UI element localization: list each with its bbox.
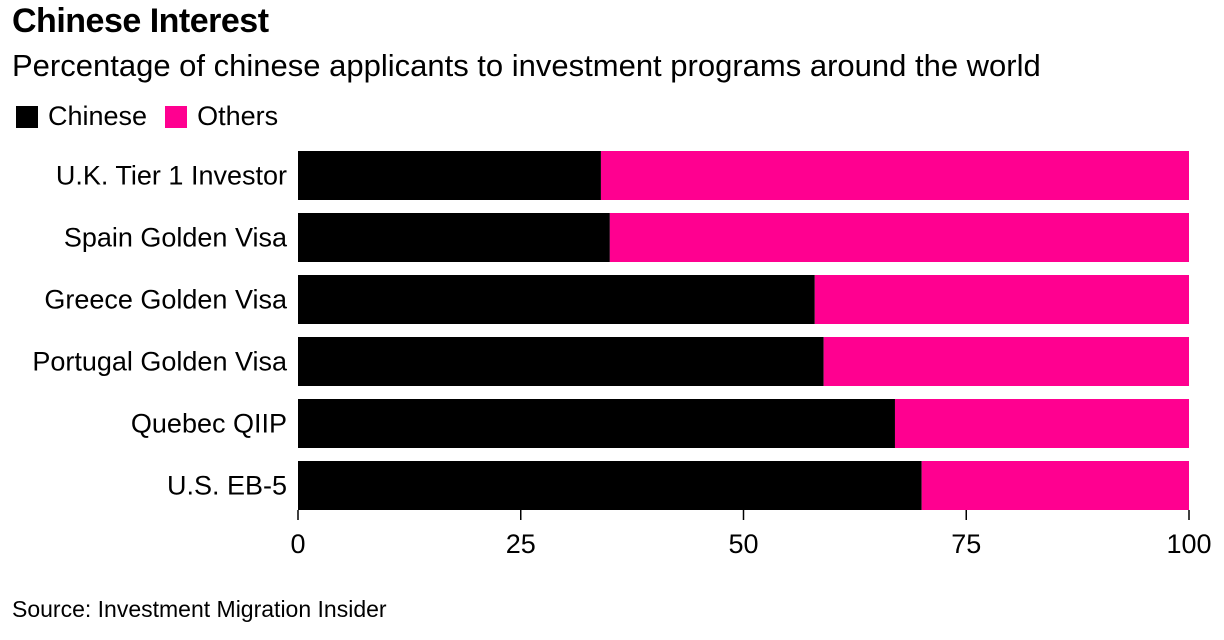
category-label: Portugal Golden Visa [32, 347, 288, 377]
x-tick-label: 0 [290, 529, 305, 559]
x-tick-label: 75 [951, 529, 981, 559]
source-note: Source: Investment Migration Insider [12, 596, 387, 622]
category-label: U.S. EB-5 [167, 471, 287, 501]
bar-others-3 [823, 337, 1189, 386]
chart-title: Chinese Interest [12, 2, 269, 40]
category-label: Spain Golden Visa [64, 223, 288, 253]
x-tick-label: 25 [506, 529, 536, 559]
category-label: U.K. Tier 1 Investor [56, 161, 287, 191]
legend-item-others: Others [165, 101, 278, 132]
bar-chinese-1 [298, 213, 610, 262]
legend-label-chinese: Chinese [48, 101, 148, 131]
legend-swatch-chinese [16, 105, 38, 128]
x-tick-label: 50 [728, 529, 758, 559]
bar-others-5 [921, 461, 1189, 510]
bar-chinese-0 [298, 151, 601, 200]
legend-item-chinese: Chinese [16, 101, 147, 132]
legend-swatch-others [165, 105, 188, 128]
x-tick-label: 100 [1166, 529, 1211, 559]
category-label: Quebec QIIP [131, 409, 287, 439]
bar-chinese-2 [298, 275, 815, 324]
bar-chinese-5 [298, 461, 922, 510]
bar-others-4 [894, 399, 1189, 448]
legend: Chinese Others [16, 101, 296, 132]
category-label: Greece Golden Visa [44, 285, 288, 315]
chart-subtitle: Percentage of chinese applicants to inve… [12, 48, 1041, 83]
bar-others-0 [600, 151, 1189, 200]
legend-label-others: Others [197, 101, 279, 131]
bar-chinese-3 [298, 337, 824, 386]
bar-others-1 [609, 213, 1189, 262]
bar-chinese-4 [298, 399, 895, 448]
bar-others-2 [814, 275, 1189, 324]
